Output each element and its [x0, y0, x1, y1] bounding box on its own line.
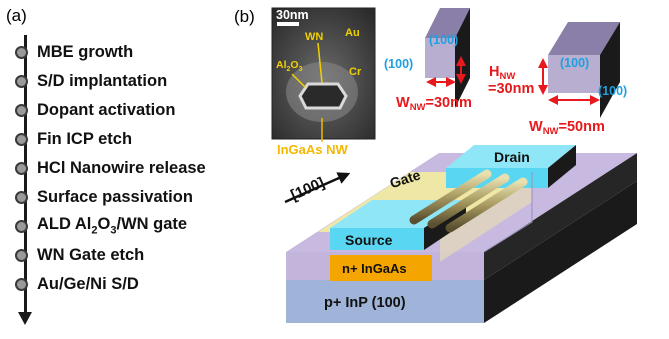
step-label-part: /WN gate — [116, 215, 188, 234]
step-label: MBE growth — [37, 42, 134, 61]
process-step: Surface passivation — [15, 186, 193, 208]
tem-wn-label: WN — [305, 31, 323, 43]
tem-image: 30nm WN Au Cr Al2O3 — [271, 7, 376, 142]
process-step: Au/Ge/Ni S/D — [15, 273, 139, 295]
scale-bar — [277, 22, 299, 26]
step-label-part: O — [97, 215, 111, 234]
step-dot-icon — [15, 132, 28, 146]
panel-b-label: (b) — [234, 7, 255, 26]
process-flow-panel: (a) MBE growth S/D implantation Dopant a… — [0, 0, 250, 339]
tem-cr-label: Cr — [349, 66, 362, 78]
source-front — [330, 228, 424, 250]
step-label: WN Gate etch — [37, 245, 145, 264]
face-label-right-top: (100) — [560, 56, 589, 70]
flow-arrow-icon — [18, 312, 32, 325]
nanowire-block-left — [425, 8, 470, 108]
substrate-front — [286, 280, 484, 323]
w-nw-30-label: WNW=30nm — [396, 95, 472, 113]
channel-layer-side — [484, 153, 637, 280]
step-label-part: ALD Al — [37, 215, 92, 234]
process-step: Dopant activation — [15, 99, 175, 121]
step-label: Surface passivation — [37, 187, 193, 206]
nanowire — [445, 177, 528, 233]
step-label: ALD Al2O3/WN gate — [37, 215, 187, 236]
step-dot-icon — [15, 190, 28, 204]
step-label-sub: 3 — [110, 224, 117, 237]
flow-line — [24, 35, 27, 315]
source-label: Source — [345, 232, 393, 248]
process-step: S/D implantation — [15, 70, 167, 92]
n-ingaas-block — [330, 255, 432, 281]
process-step: Fin ICP etch — [15, 128, 132, 150]
tem-au-label: Au — [345, 27, 360, 39]
step-dot-icon — [15, 74, 28, 88]
step-dot-icon — [15, 219, 28, 233]
device-3d — [286, 145, 637, 323]
step-dot-icon — [15, 103, 28, 117]
face-label-right-side: (100) — [598, 84, 627, 98]
tem-scale-label: 30nm — [276, 8, 309, 22]
step-label: Fin ICP etch — [37, 129, 133, 148]
process-step: ALD Al2O3/WN gate — [15, 215, 187, 237]
process-step: HCl Nanowire release — [15, 157, 206, 179]
nanowire-block-right — [548, 22, 620, 118]
step-dot-icon — [15, 248, 28, 262]
face-label-left-side: (100) — [384, 57, 413, 71]
step-label: Au/Ge/Ni S/D — [37, 274, 139, 293]
w-nw-50-label: WNW=50nm — [529, 119, 605, 137]
step-label: S/D implantation — [37, 71, 168, 90]
process-step: WN Gate etch — [15, 244, 144, 266]
h-nw-value: =30nm — [488, 81, 534, 97]
h-nw-label: HNW — [489, 64, 515, 82]
process-step: MBE growth — [15, 41, 133, 63]
drain-label: Drain — [494, 149, 530, 165]
step-label: Dopant activation — [37, 100, 176, 119]
tem-nw-label: InGaAs NW — [277, 142, 349, 157]
nanowire — [427, 173, 510, 229]
nanowire — [409, 169, 492, 225]
step-dot-icon — [15, 45, 28, 59]
tem-al2o3-label: Al2O3 — [276, 59, 303, 73]
direction-arrow-icon — [284, 172, 351, 204]
substrate-label: p+ InP (100) — [324, 295, 406, 311]
step-label-sub: 2 — [91, 224, 98, 237]
direction-label: [100] — [288, 174, 327, 204]
drain-top — [446, 145, 576, 168]
step-dot-icon — [15, 161, 28, 175]
step-label: HCl Nanowire release — [37, 158, 206, 177]
substrate-side — [484, 181, 637, 323]
panel-a-label: (a) — [6, 6, 27, 25]
channel-label: n+ InGaAs — [342, 261, 407, 276]
step-dot-icon — [15, 277, 28, 291]
face-label-left-top: (100) — [429, 33, 458, 47]
